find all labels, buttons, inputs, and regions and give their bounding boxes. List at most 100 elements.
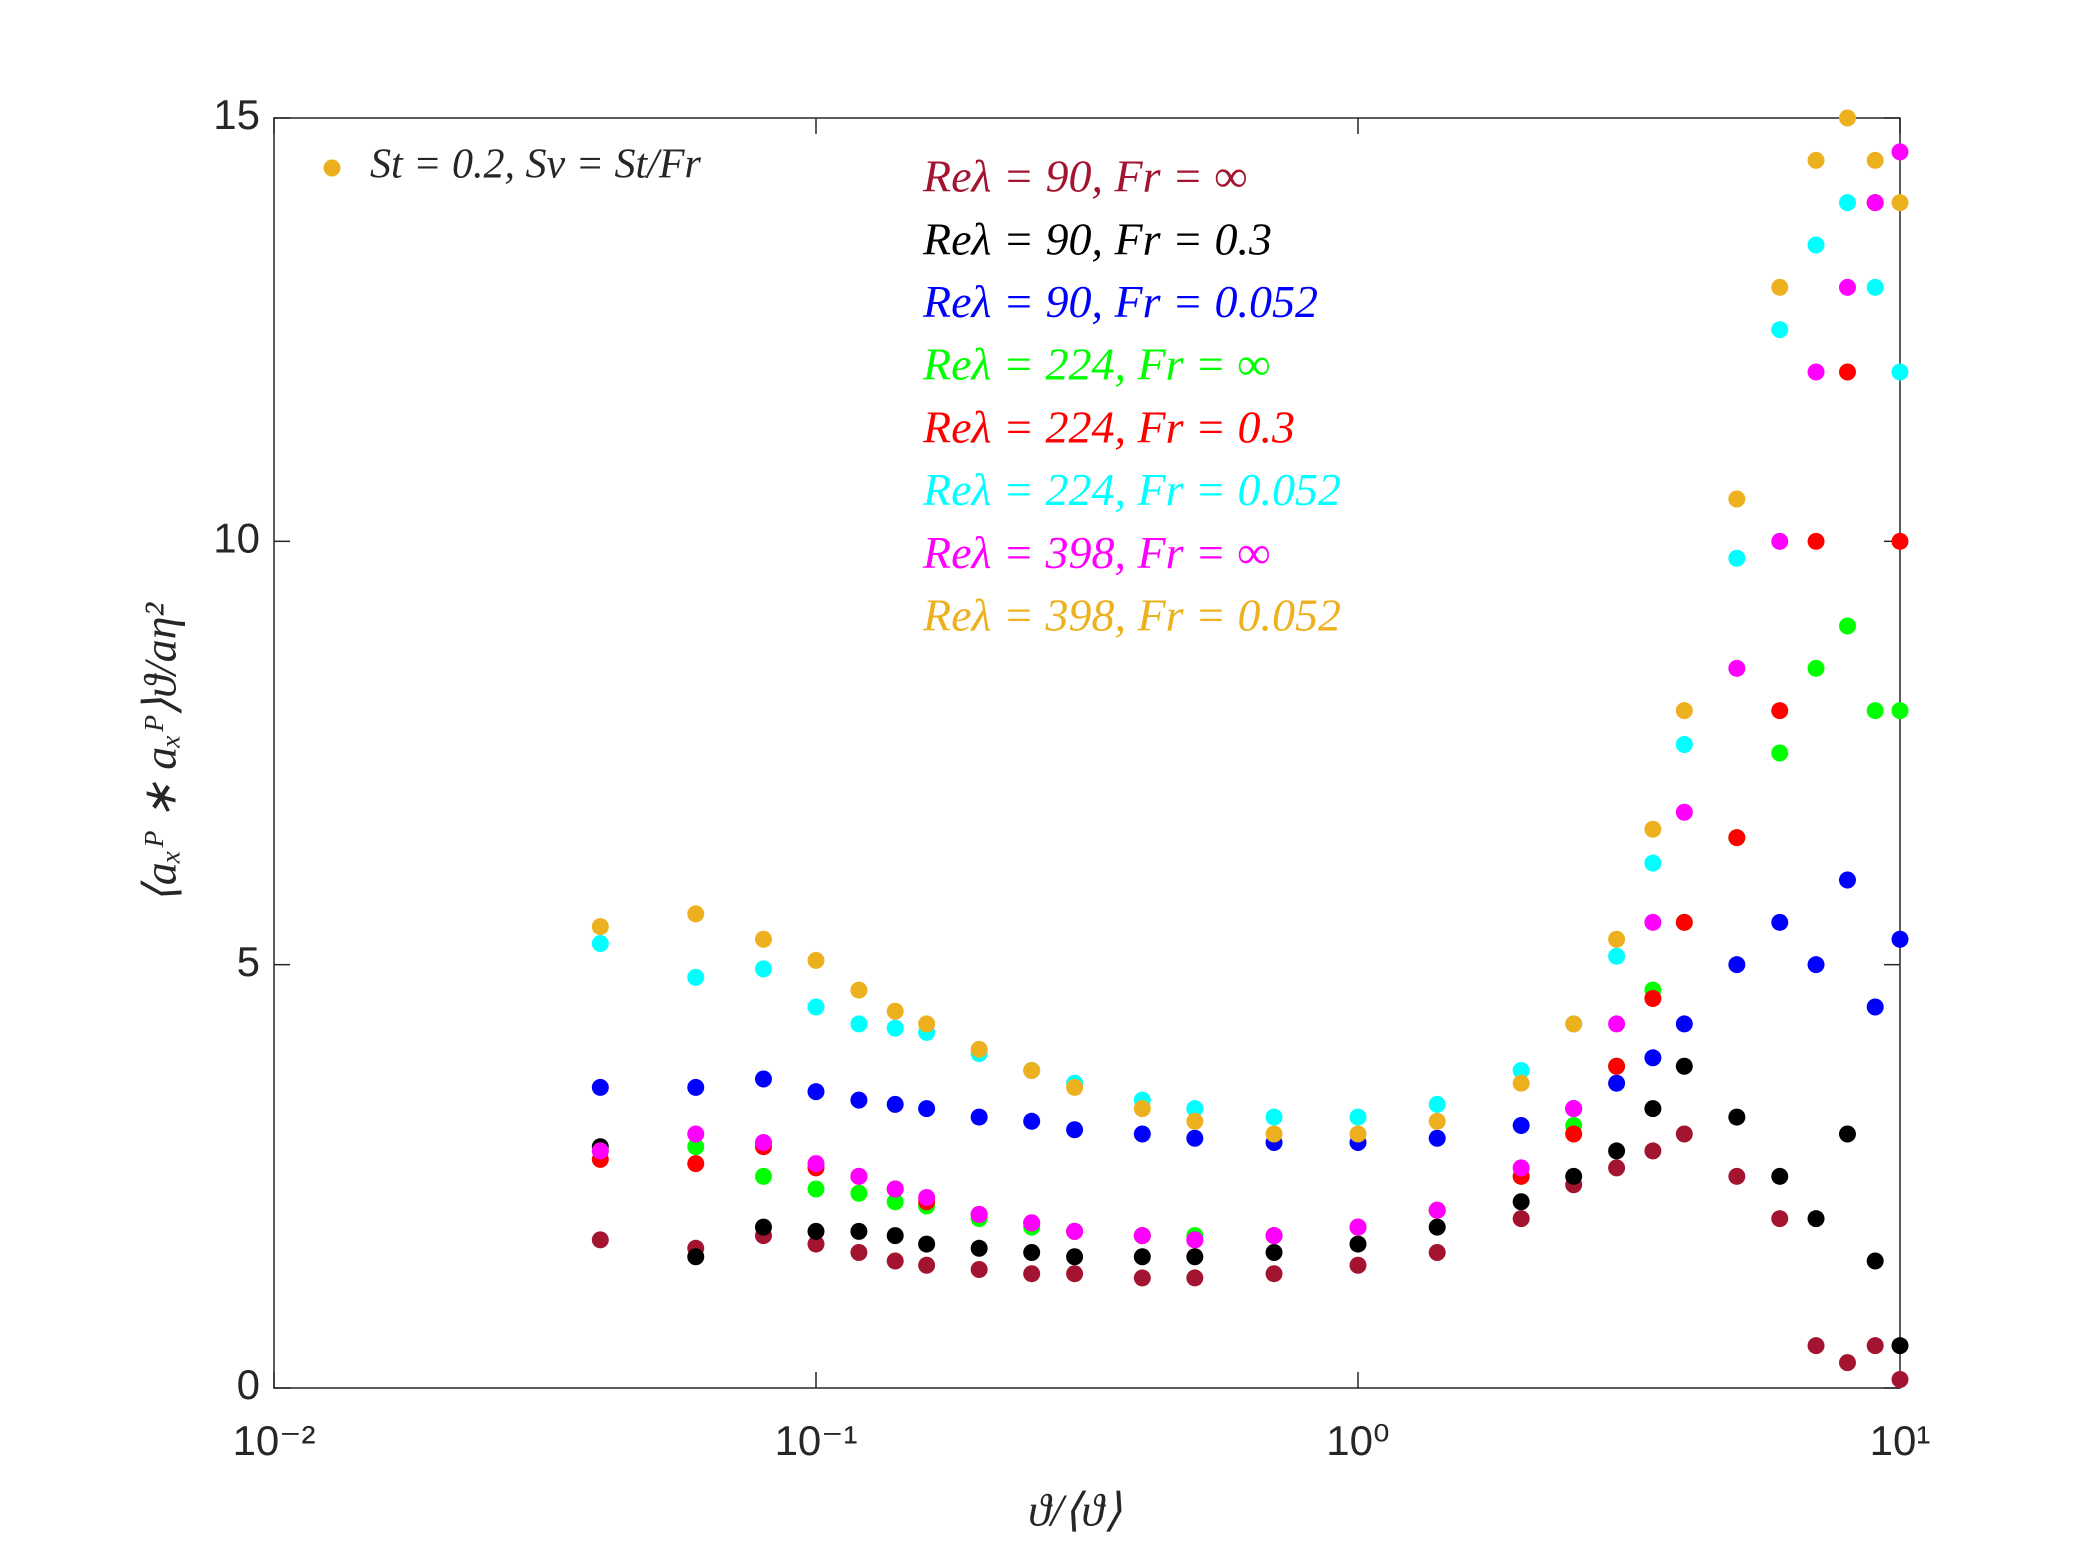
point xyxy=(687,1248,705,1266)
point xyxy=(886,1095,904,1113)
point xyxy=(1133,1125,1151,1143)
point xyxy=(807,1180,825,1198)
point xyxy=(1186,1129,1204,1147)
point xyxy=(1186,1112,1204,1130)
point xyxy=(1866,998,1884,1016)
point xyxy=(850,1244,868,1262)
point xyxy=(687,1078,705,1096)
point xyxy=(1728,829,1746,847)
point xyxy=(1891,143,1909,161)
point xyxy=(1675,1125,1693,1143)
point xyxy=(1023,1112,1041,1130)
point xyxy=(1265,1125,1283,1143)
point xyxy=(1675,1057,1693,1075)
point xyxy=(1644,1100,1662,1118)
point xyxy=(886,1227,904,1245)
x-tick-label: 10¹ xyxy=(1870,1417,1931,1464)
point xyxy=(1349,1235,1367,1253)
point xyxy=(807,1235,825,1253)
point xyxy=(1066,1265,1084,1283)
point xyxy=(1675,913,1693,931)
point xyxy=(1265,1227,1283,1245)
point xyxy=(1133,1100,1151,1118)
point xyxy=(687,905,705,923)
point xyxy=(1349,1125,1367,1143)
point xyxy=(1512,1193,1530,1211)
point xyxy=(807,1155,825,1173)
point xyxy=(591,1142,609,1160)
point xyxy=(1644,820,1662,838)
point xyxy=(1186,1248,1204,1266)
y-axis-label: ⟨aₓᴾ ∗ aₓᴾ⟩ϑ/aη² xyxy=(135,602,186,904)
point xyxy=(1349,1218,1367,1236)
point xyxy=(1265,1244,1283,1262)
point xyxy=(886,1002,904,1020)
point xyxy=(1807,956,1825,974)
point xyxy=(970,1260,988,1278)
point xyxy=(1066,1121,1084,1139)
point xyxy=(1728,490,1746,508)
point xyxy=(1891,194,1909,212)
point xyxy=(1428,1112,1446,1130)
point xyxy=(1838,194,1856,212)
point xyxy=(1838,871,1856,889)
point xyxy=(918,1235,936,1253)
point xyxy=(1866,194,1884,212)
point xyxy=(1428,1201,1446,1219)
point xyxy=(591,918,609,936)
point xyxy=(1565,1167,1583,1185)
series-label: Reλ = 224, Fr = ∞ xyxy=(922,339,1270,390)
point xyxy=(886,1019,904,1037)
point xyxy=(1565,1100,1583,1118)
point xyxy=(850,1091,868,1109)
point xyxy=(1891,930,1909,948)
point xyxy=(1608,1015,1626,1033)
point xyxy=(1771,278,1789,296)
point xyxy=(1608,947,1626,965)
point xyxy=(1512,1159,1530,1177)
x-tick-label: 10⁻² xyxy=(233,1417,316,1464)
point xyxy=(1349,1108,1367,1126)
point xyxy=(886,1180,904,1198)
point xyxy=(918,1189,936,1206)
point xyxy=(687,968,705,986)
point xyxy=(1428,1218,1446,1236)
point xyxy=(1838,1354,1856,1372)
point xyxy=(1428,1095,1446,1113)
y-tick-label: 5 xyxy=(237,938,260,985)
point xyxy=(1565,1015,1583,1033)
point xyxy=(1512,1210,1530,1228)
x-tick-label: 10⁰ xyxy=(1326,1417,1390,1464)
point xyxy=(1838,363,1856,381)
point xyxy=(687,1138,705,1156)
x-axis-label: ϑ/⟨ϑ⟩ xyxy=(1028,1485,1122,1536)
point xyxy=(1771,532,1789,550)
point xyxy=(1186,1100,1204,1118)
point xyxy=(1807,1210,1825,1228)
x-tick-label: 10⁻¹ xyxy=(775,1417,858,1464)
point xyxy=(754,960,772,978)
point xyxy=(970,1108,988,1126)
point xyxy=(1349,1256,1367,1274)
point xyxy=(1891,363,1909,381)
point xyxy=(591,1078,609,1096)
point xyxy=(1866,1252,1884,1270)
y-tick-label: 10 xyxy=(213,514,260,561)
legend-marker xyxy=(323,159,341,177)
point xyxy=(1771,1210,1789,1228)
point xyxy=(591,935,609,952)
point xyxy=(1891,702,1909,720)
point xyxy=(1728,659,1746,677)
point xyxy=(1866,151,1884,169)
legend-label: St = 0.2, Sv = St/Fr xyxy=(370,142,701,188)
point xyxy=(1023,1062,1041,1079)
point xyxy=(886,1252,904,1270)
point xyxy=(850,1015,868,1033)
point xyxy=(807,951,825,969)
point xyxy=(1023,1265,1041,1283)
point xyxy=(1066,1222,1084,1240)
point xyxy=(1608,1159,1626,1177)
point xyxy=(1771,1167,1789,1185)
point xyxy=(1728,549,1746,567)
point xyxy=(1771,744,1789,762)
